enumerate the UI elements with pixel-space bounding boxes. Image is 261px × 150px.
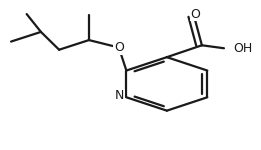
Text: OH: OH xyxy=(233,42,252,55)
Text: O: O xyxy=(114,41,124,54)
Text: O: O xyxy=(191,8,200,21)
Text: N: N xyxy=(115,89,124,102)
